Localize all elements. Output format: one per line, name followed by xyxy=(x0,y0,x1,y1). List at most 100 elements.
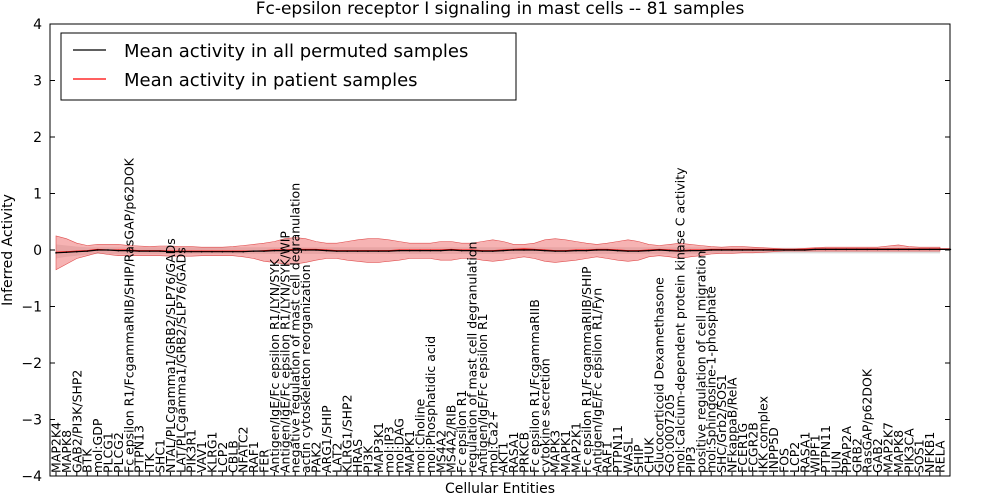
data-point-permuted xyxy=(918,248,920,251)
category-label: mol:DAG xyxy=(392,418,407,473)
category-label: WIPF1 xyxy=(808,434,823,473)
data-point-permuted xyxy=(190,250,192,253)
data-point-permuted xyxy=(544,249,546,252)
data-point-permuted xyxy=(429,249,432,252)
data-point-permuted xyxy=(86,250,88,252)
data-point-permuted xyxy=(648,249,650,252)
data-point-permuted xyxy=(845,248,848,251)
category-labels: MAP2K4MAPK8GAB2/PI3K/SHP2BTKmol:GDPPLCG1… xyxy=(49,157,948,476)
data-point-permuted xyxy=(783,249,785,251)
category-label: CBLB xyxy=(225,440,240,473)
category-label: Fc epsilon R1 xyxy=(454,390,469,473)
category-label: FER xyxy=(257,449,272,473)
data-point-permuted xyxy=(211,250,213,253)
data-point-permuted xyxy=(315,249,317,251)
data-point-permuted xyxy=(523,249,525,251)
data-point-permuted xyxy=(180,250,182,253)
data-point-permuted xyxy=(96,249,99,251)
data-point-permuted xyxy=(252,250,255,252)
category-label: LAT2 xyxy=(329,443,344,473)
category-label: Antigen/IgE/Fc epsilon R1/Fyn xyxy=(589,288,604,473)
category-label: ARG1/SHIP xyxy=(319,405,334,473)
category-label: NTAL/PLCgamma1/GRB2/SLP76/GADs xyxy=(163,238,178,473)
category-label: RAF1 xyxy=(600,441,615,473)
category-label: AKT1 xyxy=(496,442,511,473)
data-point-permuted xyxy=(627,250,629,252)
data-point-permuted xyxy=(897,248,900,251)
y-tick-label: 4 xyxy=(33,17,42,33)
y-tick-label: 3 xyxy=(33,74,42,90)
data-point-permuted xyxy=(367,250,369,252)
category-label: BTK xyxy=(80,448,95,473)
category-label: MAP2K7 xyxy=(881,422,896,473)
data-point-permuted xyxy=(221,250,224,253)
legend-box xyxy=(60,32,517,101)
data-point-permuted xyxy=(835,248,837,251)
data-point-permuted xyxy=(679,250,681,252)
data-point-permuted xyxy=(304,249,307,251)
data-point-permuted xyxy=(481,250,484,252)
category-label: PLCG2 xyxy=(111,432,126,473)
category-label: FCGR2B xyxy=(745,422,760,473)
y-axis: −4 −3 −2 −1 0 1 2 3 4 xyxy=(21,17,950,485)
data-point-permuted xyxy=(273,249,276,252)
category-label: SHC1 xyxy=(153,439,168,473)
data-point-permuted xyxy=(263,250,265,252)
category-label: cytokine secretion xyxy=(537,358,552,473)
category-label: FCER1G xyxy=(735,423,750,473)
category-label: PTPN11 xyxy=(818,425,833,473)
category-label: mol:Calcium-dependent protein kinase C a… xyxy=(673,167,688,473)
data-point-permuted xyxy=(242,250,244,253)
category-label: CHUK xyxy=(641,437,656,473)
data-point-permuted xyxy=(762,249,764,251)
category-label: PTPN11 xyxy=(610,425,625,473)
category-label: GRB2 xyxy=(849,438,864,473)
data-point-permuted xyxy=(720,249,723,251)
data-point-permuted xyxy=(408,249,411,252)
patient-band xyxy=(55,235,941,271)
category-label: HRAS xyxy=(350,439,365,473)
category-label: RAF1 xyxy=(246,441,261,473)
category-label: WASL xyxy=(621,438,636,473)
data-point-permuted xyxy=(325,249,328,252)
category-label: MAP2K1 xyxy=(569,422,584,473)
category-label: PAK2 xyxy=(309,442,324,473)
y-tick-label: −3 xyxy=(21,413,42,429)
y-tick-label: −2 xyxy=(21,356,42,372)
category-label: MAP2K4 xyxy=(49,422,64,473)
category-label: ITK xyxy=(142,453,157,473)
category-label: MS4A2/RIB xyxy=(444,405,459,473)
category-label: Fc epsilon R1/FcgammaRIIB/SHIP xyxy=(579,266,594,473)
category-label: negative regulation of mast cell degranu… xyxy=(288,183,303,473)
data-point-permuted xyxy=(502,249,505,252)
category-label: PRKCB xyxy=(517,432,532,473)
category-label: PIP3 xyxy=(683,446,698,473)
category-label: PI3K xyxy=(361,445,376,473)
data-point-permuted xyxy=(585,249,588,252)
category-label: Glucocorticoid Dexamethasone xyxy=(652,277,667,473)
category-label: RELA xyxy=(933,440,948,473)
data-point-permuted xyxy=(200,250,203,253)
data-point-permuted xyxy=(346,250,349,252)
category-label: VAV1 xyxy=(194,441,209,473)
data-point-permuted xyxy=(804,249,806,251)
y-tick-label: −4 xyxy=(21,469,42,485)
category-label: PPAP2A xyxy=(839,426,854,473)
data-point-permuted xyxy=(107,249,109,251)
data-point-permuted xyxy=(793,249,796,251)
data-point-permuted xyxy=(419,249,421,252)
data-point-permuted xyxy=(460,249,463,252)
category-label: PIK3R1 xyxy=(184,429,199,473)
data-point-permuted xyxy=(65,251,68,254)
category-label: PLCG1 xyxy=(101,432,116,473)
data-point-permuted xyxy=(138,250,140,252)
data-point-permuted xyxy=(668,249,671,252)
data-point-permuted xyxy=(128,249,130,252)
data-point-permuted xyxy=(908,248,910,251)
y-tick-label: 2 xyxy=(33,130,42,146)
category-label: GAB2 xyxy=(870,438,885,473)
data-point-permuted xyxy=(564,250,567,252)
category-label: MAPK3 xyxy=(548,430,563,473)
data-point-permuted xyxy=(55,252,57,254)
